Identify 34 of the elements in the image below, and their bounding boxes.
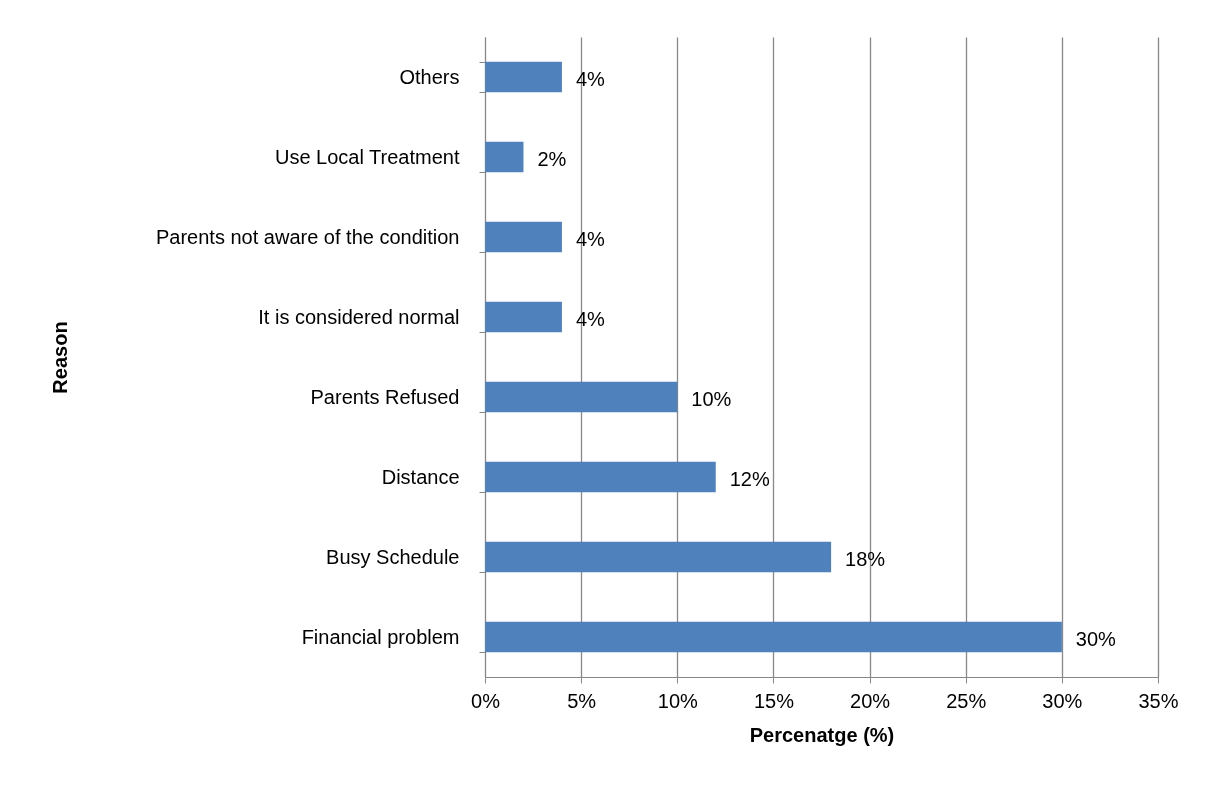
y-tick-label: Distance bbox=[381, 465, 460, 488]
x-tick-label: 10% bbox=[657, 689, 699, 712]
y-tick-label: Financial problem bbox=[301, 625, 460, 648]
x-tick-label: 5% bbox=[567, 689, 597, 712]
bar bbox=[485, 221, 562, 253]
y-tick-label: Parents not aware of the condition bbox=[155, 225, 460, 248]
y-tick-label: It is considered normal bbox=[258, 305, 460, 328]
x-tick-label: 0% bbox=[471, 689, 501, 712]
data-label: 10% bbox=[691, 388, 732, 410]
y-tick-label: Parents Refused bbox=[310, 385, 460, 408]
bar bbox=[485, 621, 1062, 653]
y-tick-label: Busy Schedule bbox=[326, 545, 460, 568]
bar bbox=[485, 381, 678, 413]
bar bbox=[485, 141, 524, 173]
data-label: 12% bbox=[729, 468, 770, 490]
x-tick-label: 25% bbox=[946, 689, 987, 712]
data-label: 30% bbox=[1075, 628, 1117, 650]
data-label: 18% bbox=[845, 548, 886, 570]
y-tick-label: Others bbox=[399, 65, 460, 88]
x-tick-label: 20% bbox=[850, 689, 891, 712]
bar bbox=[485, 61, 562, 93]
data-label: 4% bbox=[575, 308, 606, 330]
y-axis-title: Reason bbox=[48, 321, 71, 394]
x-tick-label: 35% bbox=[1138, 689, 1179, 712]
data-label: 4% bbox=[575, 228, 606, 250]
y-tick-label: Use Local Treatment bbox=[274, 145, 460, 168]
x-axis-title: Percenatge (%) bbox=[749, 723, 895, 746]
data-label: 4% bbox=[575, 68, 606, 90]
x-tick-label: 30% bbox=[1042, 689, 1083, 712]
bar bbox=[485, 541, 832, 573]
bar bbox=[485, 301, 562, 333]
x-tick-label: 15% bbox=[753, 689, 795, 712]
data-label: 2% bbox=[537, 148, 567, 170]
bar bbox=[485, 461, 716, 493]
